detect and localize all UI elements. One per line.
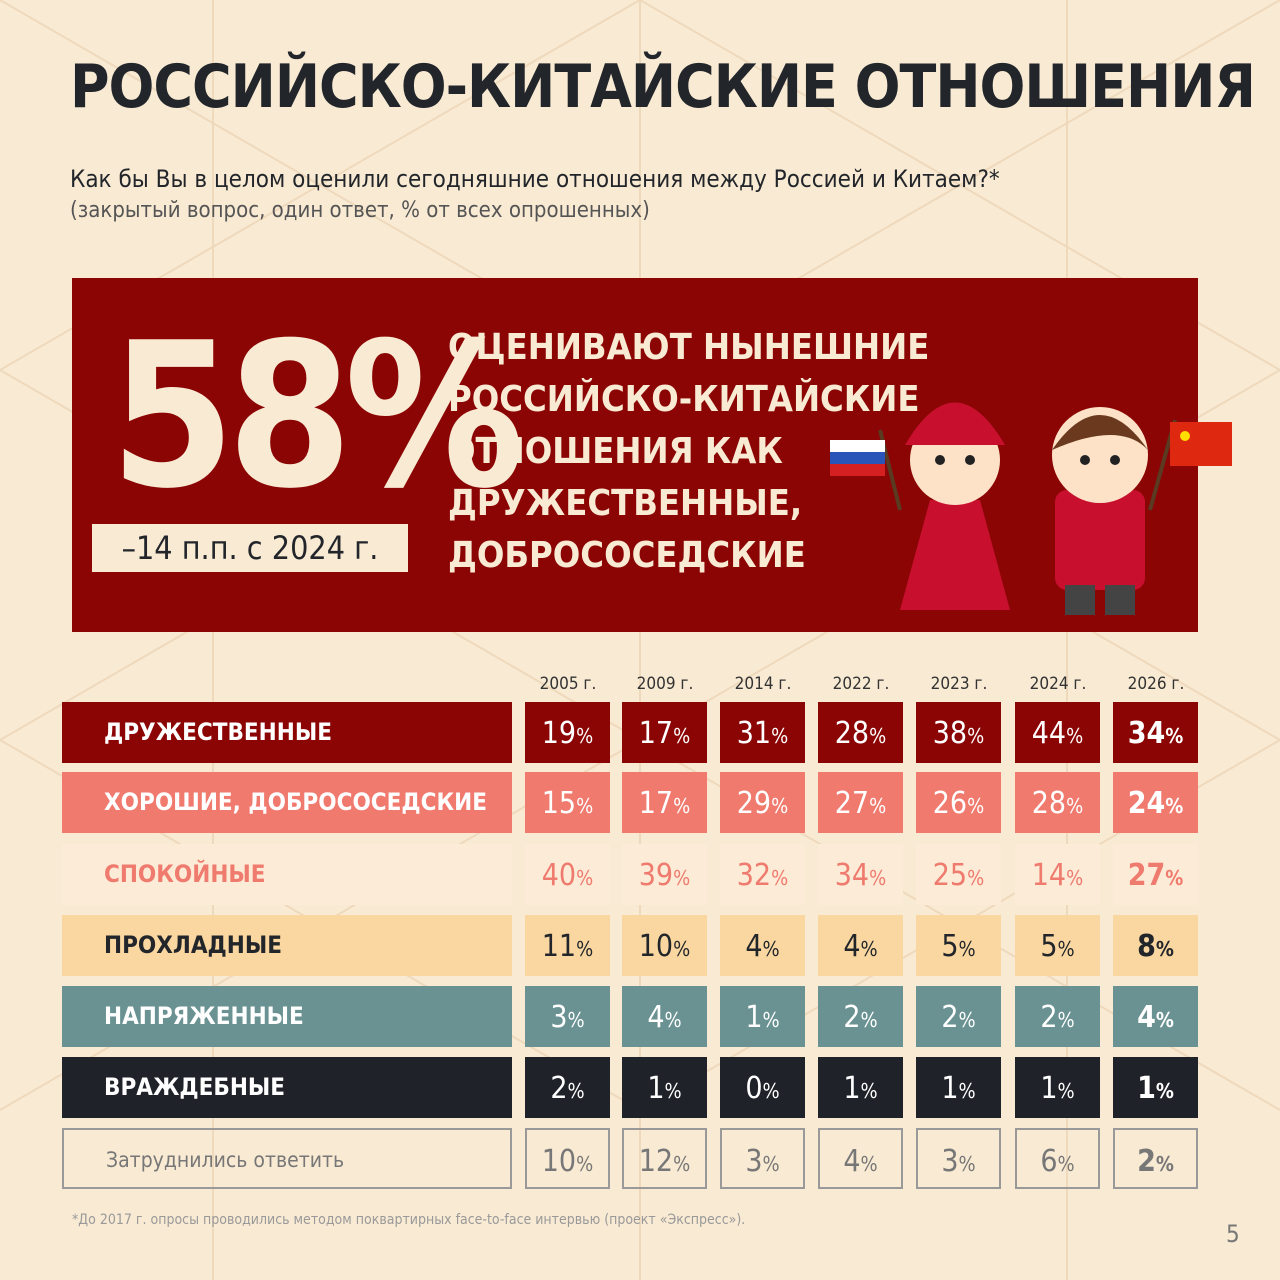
value-cell: 28%: [1015, 772, 1100, 833]
value-cell: 1%: [622, 1057, 707, 1118]
value-cell: 3%: [916, 1128, 1001, 1189]
value-cell: 1%: [720, 986, 805, 1047]
value-cell: 2%: [1015, 986, 1100, 1047]
row-label: ВРАЖДЕБНЫЕ: [62, 1057, 512, 1118]
girl: [900, 402, 1010, 610]
value-cell: 10%: [622, 915, 707, 976]
value-cell: 6%: [1015, 1128, 1100, 1189]
value-cell: 5%: [916, 915, 1001, 976]
value-cell: 1%: [916, 1057, 1001, 1118]
value-cell: 17%: [622, 772, 707, 833]
value-cell: 2%: [916, 986, 1001, 1047]
year-header: 2009 г.: [636, 674, 694, 694]
year-header: 2024 г.: [1029, 674, 1087, 694]
value-cell: 26%: [916, 772, 1001, 833]
row-label: Затруднились ответить: [62, 1128, 512, 1189]
value-cell: 5%: [1015, 915, 1100, 976]
year-header: 2023 г.: [930, 674, 988, 694]
footnote: *До 2017 г. опросы проводились методом п…: [72, 1212, 746, 1228]
year-header: 2014 г.: [734, 674, 792, 694]
value-cell: 4%: [622, 986, 707, 1047]
value-cell: 3%: [525, 986, 610, 1047]
page-number: 5: [1226, 1220, 1240, 1248]
value-cell: 24%: [1113, 772, 1198, 833]
highlight-line: ДОБРОСОСЕДСКИЕ: [448, 535, 806, 576]
value-cell: 4%: [1113, 986, 1198, 1047]
value-cell: 27%: [1113, 844, 1198, 905]
highlight-line: ОЦЕНИВАЮТ НЫНЕШНИЕ: [448, 327, 930, 368]
value-cell: 14%: [1015, 844, 1100, 905]
big-value: 58%: [110, 300, 525, 533]
value-cell: 31%: [720, 702, 805, 763]
chinese-flag: [1148, 419, 1232, 511]
value-cell: 11%: [525, 915, 610, 976]
value-cell: 10%: [525, 1128, 610, 1189]
value-cell: 2%: [525, 1057, 610, 1118]
value-cell: 1%: [1015, 1057, 1100, 1118]
value-cell: 17%: [622, 702, 707, 763]
year-header: 2022 г.: [832, 674, 890, 694]
value-cell: 34%: [1113, 702, 1198, 763]
value-cell: 27%: [818, 772, 903, 833]
question-note: (закрытый вопрос, один ответ, % от всех …: [70, 198, 650, 223]
year-header: 2005 г.: [539, 674, 597, 694]
highlight-line: РОССИЙСКО-КИТАЙСКИЕ: [448, 379, 920, 420]
value-cell: 4%: [818, 915, 903, 976]
banner: [72, 278, 1198, 632]
boy: [1052, 407, 1148, 615]
value-cell: 3%: [720, 1128, 805, 1189]
value-cell: 2%: [1113, 1128, 1198, 1189]
value-cell: 32%: [720, 844, 805, 905]
year-header: 2026 г.: [1127, 674, 1185, 694]
change: –14 п.п. с 2024 г.: [92, 524, 408, 572]
value-cell: 44%: [1015, 702, 1100, 763]
value-cell: 39%: [622, 844, 707, 905]
value-cell: 15%: [525, 772, 610, 833]
value-cell: 12%: [622, 1128, 707, 1189]
value-cell: 1%: [1113, 1057, 1198, 1118]
row-label: НАПРЯЖЕННЫЕ: [62, 986, 512, 1047]
highlight-line: ДРУЖЕСТВЕННЫЕ,: [448, 483, 803, 524]
value-cell: 40%: [525, 844, 610, 905]
illustration: [830, 402, 1232, 615]
value-cell: 25%: [916, 844, 1001, 905]
value-cell: 2%: [818, 986, 903, 1047]
russian-flag: [830, 429, 902, 511]
value-cell: 8%: [1113, 915, 1198, 976]
row-label: ДРУЖЕСТВЕННЫЕ: [62, 702, 512, 763]
row-label: ХОРОШИЕ, ДОБРОСОСЕДСКИЕ: [62, 772, 512, 833]
value-cell: 1%: [818, 1057, 903, 1118]
row-label: СПОКОЙНЫЕ: [62, 844, 512, 905]
value-cell: 4%: [818, 1128, 903, 1189]
value-cell: 28%: [818, 702, 903, 763]
value-cell: 38%: [916, 702, 1001, 763]
value-cell: 0%: [720, 1057, 805, 1118]
highlight-line: ОТНОШЕНИЯ КАК: [448, 431, 783, 472]
highlight-text: ОЦЕНИВАЮТ НЫНЕШНИЕ РОССИЙСКО-КИТАЙСКИЕ ОТН…: [448, 322, 929, 582]
title: РОССИЙСКО-КИТАЙСКИЕ ОТНОШЕНИЯ: [70, 52, 1256, 122]
value-cell: 29%: [720, 772, 805, 833]
value-cell: 19%: [525, 702, 610, 763]
value-cell: 4%: [720, 915, 805, 976]
question: Как бы Вы в целом оценили сегодняшние от…: [70, 165, 1000, 193]
row-label: ПРОХЛАДНЫЕ: [62, 915, 512, 976]
value-cell: 34%: [818, 844, 903, 905]
